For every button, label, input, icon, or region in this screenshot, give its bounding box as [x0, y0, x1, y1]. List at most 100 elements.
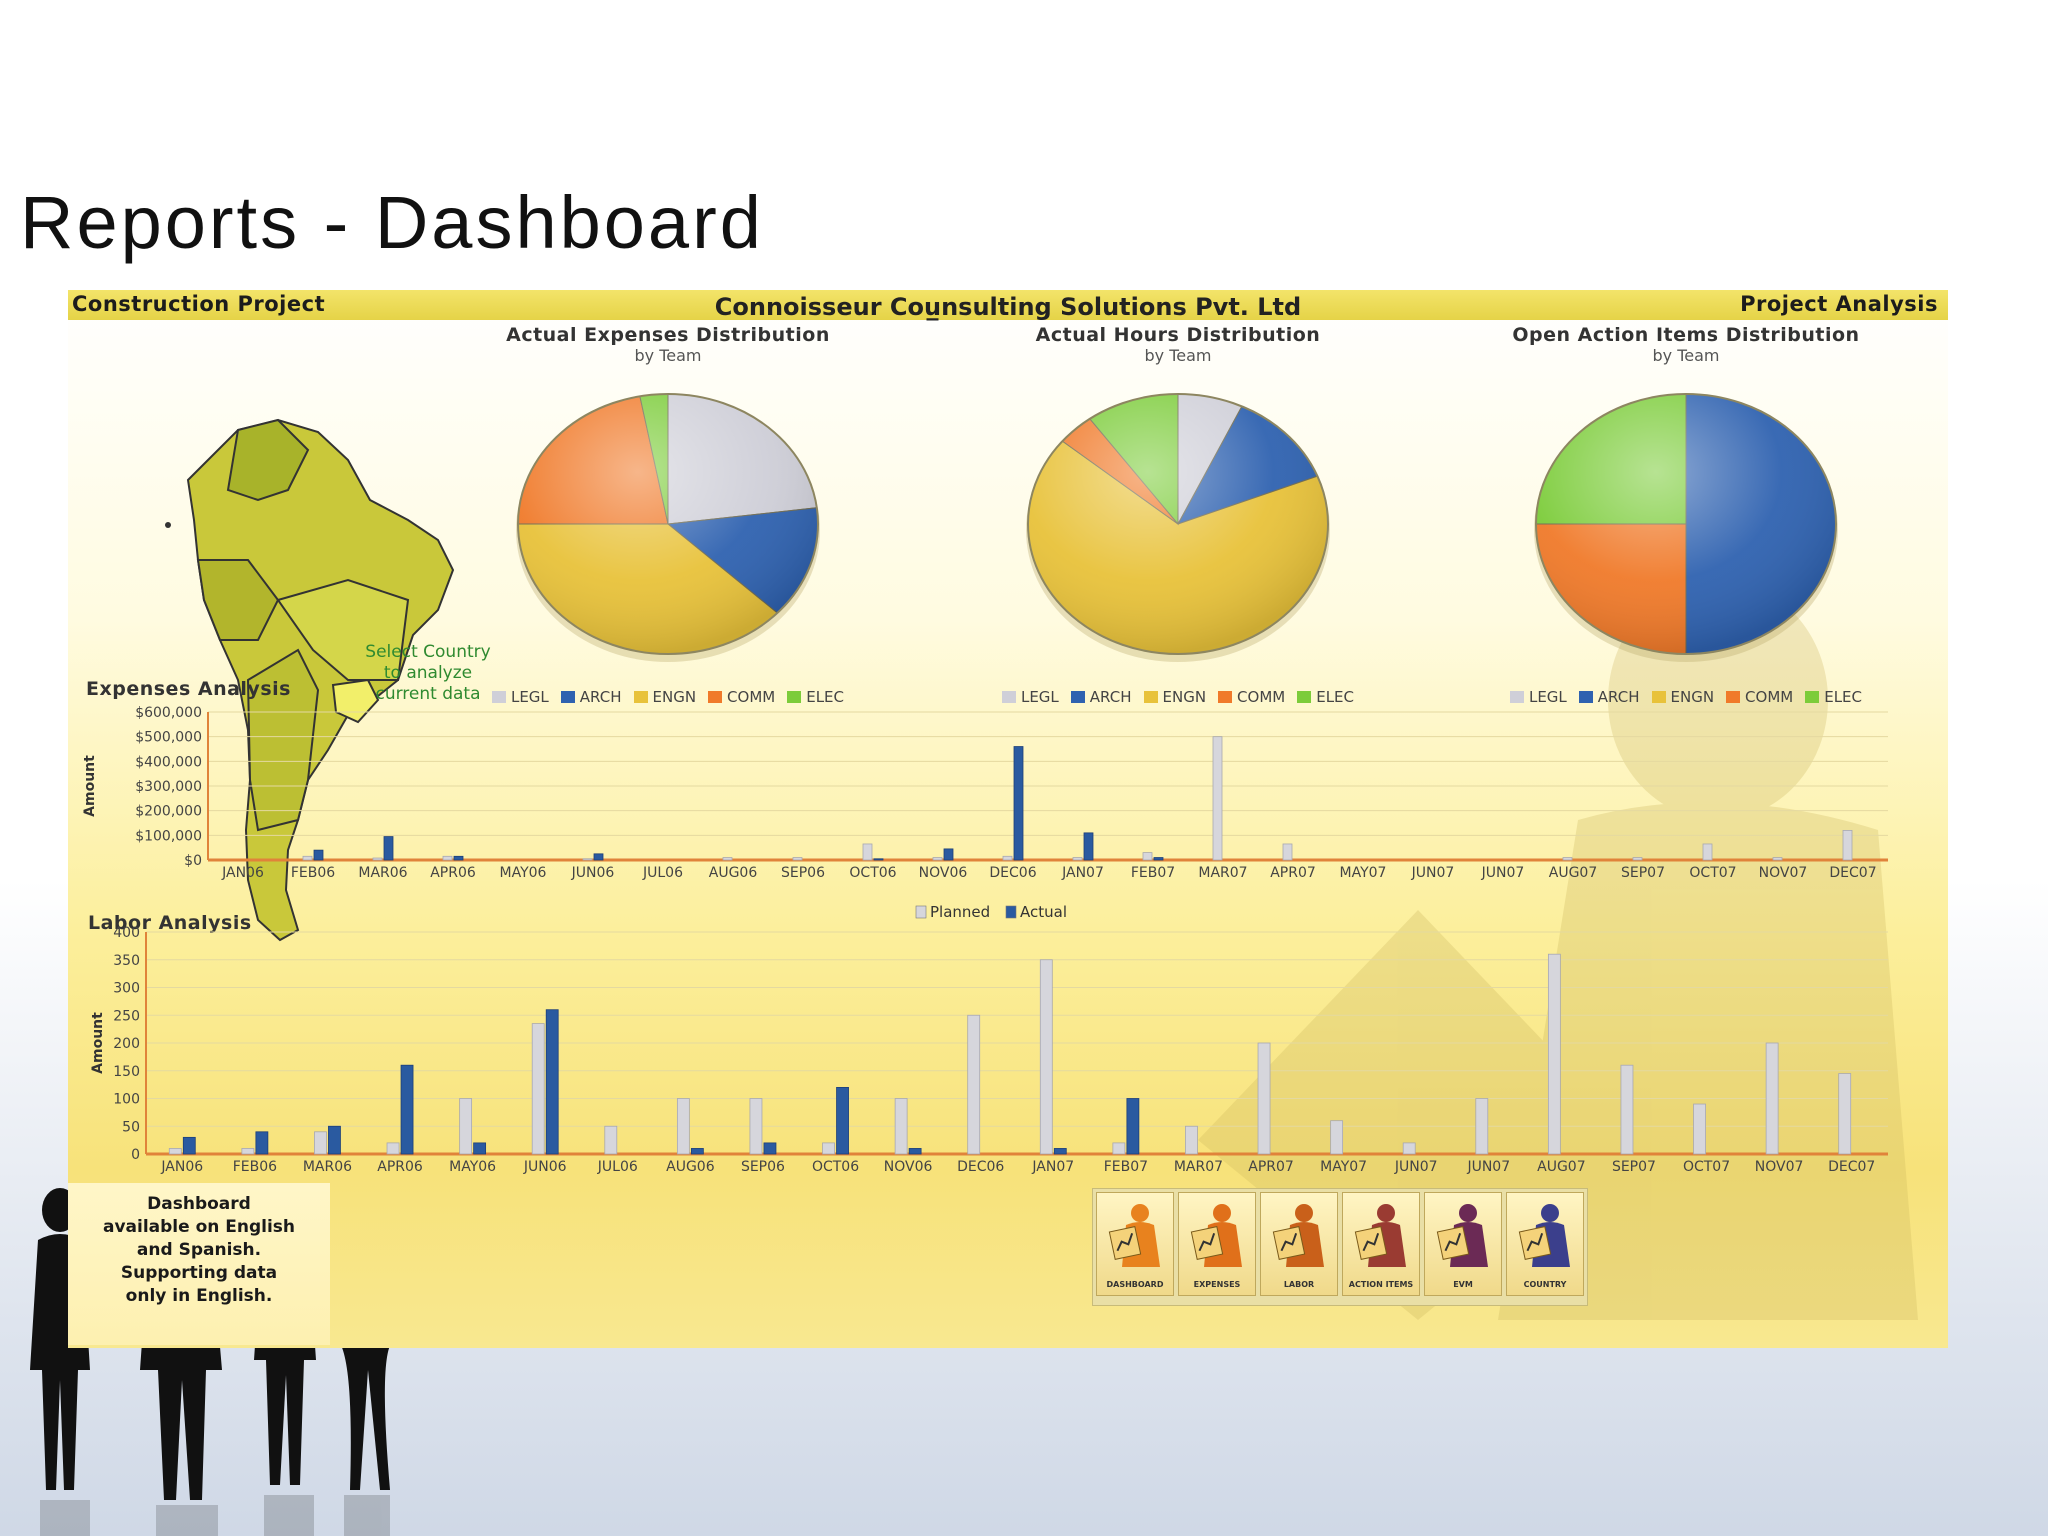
- x-tick-label: JUN07: [1411, 865, 1455, 881]
- x-tick-label: APR07: [1248, 1159, 1294, 1175]
- y-tick-label: $600,000: [135, 705, 202, 721]
- legend-label: LEGL: [1528, 688, 1567, 706]
- x-tick-label: AUG06: [666, 1159, 715, 1175]
- x-tick-label: DEC07: [1829, 865, 1876, 881]
- icon-head: [1295, 1204, 1313, 1222]
- bar-actual: [908, 1148, 922, 1155]
- bar-actual: [1053, 1148, 1067, 1155]
- x-tick-label: OCT07: [1683, 1159, 1730, 1175]
- x-tick-label: JUL06: [597, 1159, 638, 1175]
- x-tick-label: JAN06: [221, 865, 264, 881]
- pie-title: Open Action Items Distribution: [1512, 324, 1860, 346]
- x-tick-label: NOV06: [884, 1159, 933, 1175]
- x-tick-label: SEP07: [1621, 865, 1665, 881]
- x-tick-label: MAR06: [358, 865, 407, 881]
- expenses-bar-chart: $0 $100,000 $200,000 $300,000 $400,000 $500,0…: [82, 705, 1888, 881]
- y-tick-label: $100,000: [135, 828, 202, 844]
- bar-planned: [1547, 953, 1561, 1155]
- bar-actual: [255, 1131, 269, 1155]
- x-tick-label: DEC07: [1828, 1159, 1875, 1175]
- pie-legend: LEGL ARCH ENGN COMM ELEC: [958, 688, 1398, 706]
- nav-button-expenses[interactable]: EXPENSES: [1178, 1192, 1256, 1296]
- bar-planned: [967, 1014, 981, 1155]
- legend-swatch: [1805, 691, 1820, 703]
- x-tick-label: NOV06: [919, 865, 968, 881]
- dashboard-panel: Construction Project Connoisseur Cou̲nsu…: [68, 290, 1948, 1348]
- legend-item-engn: ENGN: [1143, 688, 1206, 706]
- bar-actual: [473, 1142, 487, 1155]
- x-tick-label: MAY06: [449, 1159, 496, 1175]
- pie-chart-expenses: Actual Expenses Distribution by Team LEG…: [448, 324, 888, 706]
- bar-planned: [894, 1098, 908, 1155]
- nav-button-labor[interactable]: LABOR: [1260, 1192, 1338, 1296]
- report-nav-strip: DASHBOARD EXPENSES LABOR ACTION ITEMS EV…: [1092, 1188, 1588, 1306]
- bar-actual: [313, 849, 324, 861]
- bar-actual: [1013, 746, 1024, 861]
- icon-chart-line: [1280, 1232, 1298, 1252]
- labor-icon: [1272, 1204, 1324, 1267]
- legend-label: COMM: [1237, 688, 1286, 706]
- x-tick-label: AUG07: [1549, 865, 1598, 881]
- pie-legend: LEGL ARCH ENGN COMM ELEC: [1466, 688, 1906, 706]
- dashboard-icon: [1108, 1204, 1160, 1267]
- legend-swatch: [1297, 691, 1312, 703]
- bar-actual: [943, 848, 954, 861]
- legend-swatch: [560, 691, 575, 703]
- bar-planned: [1002, 855, 1013, 861]
- legend-item-comm: COMM: [1726, 688, 1793, 706]
- x-tick-label: FEB06: [233, 1159, 277, 1175]
- action-items-icon: [1354, 1204, 1406, 1267]
- legend-item-elec: ELEC: [787, 688, 844, 706]
- x-tick-label: MAR07: [1174, 1159, 1223, 1175]
- pie-chart-svg: [1026, 393, 1330, 662]
- legend-label: COMM: [727, 688, 776, 706]
- country-map[interactable]: Select Country to analyze current data: [108, 350, 528, 960]
- bar-planned: [1772, 857, 1783, 861]
- x-tick-label: FEB07: [1131, 865, 1175, 881]
- nav-button-country[interactable]: COUNTRY: [1506, 1192, 1584, 1296]
- pie-chart-action-items: Open Action Items Distribution by Team L…: [1466, 324, 1906, 706]
- legend-label: ELEC: [1316, 688, 1355, 706]
- bar-planned: [862, 843, 873, 861]
- legend-item-elec: ELEC: [1805, 688, 1862, 706]
- bar-actual: [328, 1125, 341, 1155]
- pie-gloss: [1535, 393, 1837, 655]
- icon-head: [1131, 1204, 1149, 1222]
- legend-item-engn: ENGN: [1651, 688, 1714, 706]
- bar-planned: [749, 1098, 763, 1155]
- x-tick-label: DEC06: [989, 865, 1036, 881]
- legend-swatch: [915, 905, 927, 919]
- y-tick-label: 150: [113, 1064, 140, 1080]
- bar-actual: [1126, 1098, 1140, 1155]
- x-tick-label: JAN07: [1061, 865, 1104, 881]
- nav-button-evm[interactable]: EVM: [1424, 1192, 1502, 1296]
- icon-head: [1459, 1204, 1477, 1222]
- expenses-icon: [1190, 1204, 1242, 1267]
- south-america-map-icon[interactable]: [108, 350, 528, 960]
- x-tick-label: FEB06: [291, 865, 335, 881]
- legend-label-planned: Planned: [930, 903, 990, 921]
- x-tick-label: OCT06: [849, 865, 896, 881]
- nav-button-action-items[interactable]: ACTION ITEMS: [1342, 1192, 1420, 1296]
- icon-head: [1377, 1204, 1395, 1222]
- x-tick-label: JUN06: [523, 1159, 567, 1175]
- bar-planned: [531, 1023, 545, 1155]
- x-tick-label: AUG07: [1537, 1159, 1586, 1175]
- x-tick-label: APR06: [430, 865, 476, 881]
- legend-swatch: [1218, 691, 1233, 703]
- nav-button-dashboard[interactable]: DASHBOARD: [1096, 1192, 1174, 1296]
- y-axis-label: Amount: [82, 755, 98, 817]
- x-tick-label: SEP07: [1612, 1159, 1656, 1175]
- bar-actual: [593, 853, 604, 861]
- legend-swatch: [1001, 691, 1016, 703]
- bar-planned: [1072, 857, 1083, 861]
- legend-swatch: [708, 691, 723, 703]
- expenses-analysis-title: Expenses Analysis: [86, 678, 291, 700]
- x-tick-label: DEC06: [957, 1159, 1004, 1175]
- nav-button-label: ACTION ITEMS: [1348, 1280, 1414, 1289]
- x-tick-label: JAN07: [1031, 1159, 1074, 1175]
- legend-label: ARCH: [1089, 688, 1132, 706]
- y-tick-label: $200,000: [135, 804, 202, 820]
- bar-planned: [372, 857, 383, 861]
- bar-actual: [545, 1009, 559, 1155]
